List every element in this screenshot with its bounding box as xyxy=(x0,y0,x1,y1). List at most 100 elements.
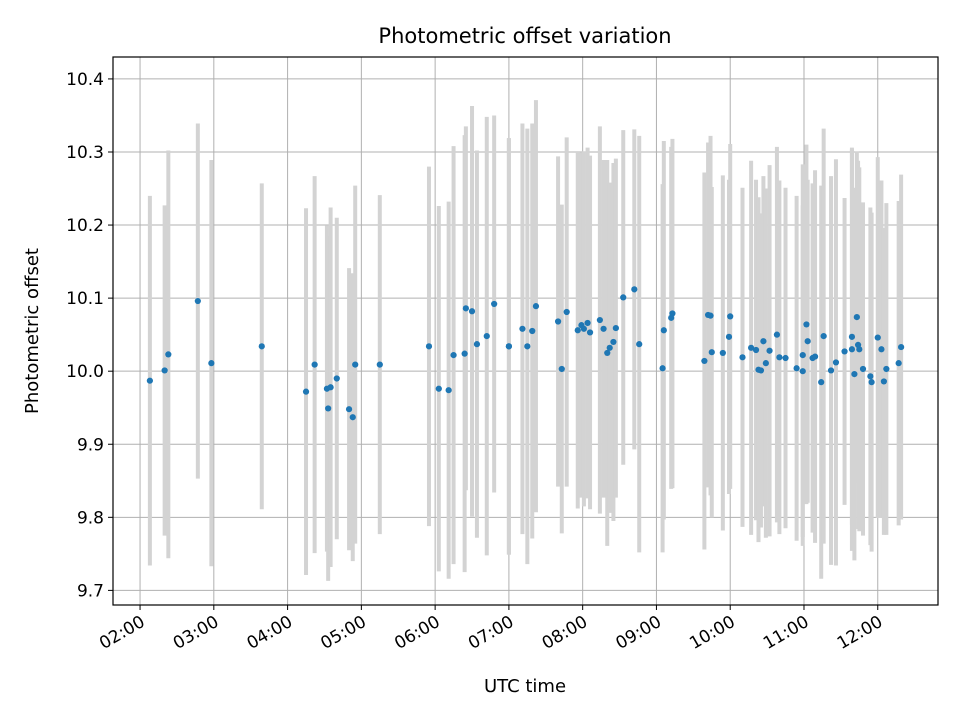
data-point xyxy=(165,351,172,358)
data-point xyxy=(333,375,340,382)
data-point xyxy=(818,379,825,386)
data-point xyxy=(425,343,433,350)
data-point xyxy=(610,338,617,346)
y-axis-label: Photometric offset xyxy=(22,248,43,414)
data-point xyxy=(898,343,905,351)
data-point xyxy=(895,360,902,367)
data-point xyxy=(757,367,765,374)
data-point xyxy=(462,305,469,312)
data-point xyxy=(820,333,827,340)
data-point xyxy=(631,286,638,293)
x-axis-label: UTC time xyxy=(484,676,566,697)
y-tick-label: 9.9 xyxy=(77,435,104,455)
data-point xyxy=(832,359,840,366)
data-point xyxy=(660,327,667,334)
data-point xyxy=(620,294,627,301)
data-point xyxy=(468,308,476,315)
data-point xyxy=(867,373,874,380)
data-point xyxy=(473,341,481,348)
data-point xyxy=(841,348,848,355)
data-point xyxy=(563,308,570,316)
data-point xyxy=(725,333,733,340)
data-point xyxy=(584,319,591,327)
y-tick-label: 10.0 xyxy=(66,362,104,382)
data-point xyxy=(352,361,359,368)
data-point xyxy=(659,365,666,372)
data-point xyxy=(793,365,800,372)
y-tick-label: 10.1 xyxy=(66,289,104,309)
data-point xyxy=(612,324,619,332)
data-point xyxy=(848,346,856,353)
data-point xyxy=(804,338,811,345)
data-point xyxy=(302,388,310,395)
data-point xyxy=(586,329,594,336)
data-point xyxy=(532,303,540,310)
data-point xyxy=(345,406,353,413)
data-point xyxy=(776,354,783,361)
data-point xyxy=(208,360,215,367)
data-point xyxy=(524,343,531,350)
data-point xyxy=(146,377,153,384)
data-point xyxy=(878,346,885,353)
data-point xyxy=(701,357,708,365)
data-point xyxy=(311,361,318,368)
y-tick-label: 10.2 xyxy=(66,216,104,236)
data-point xyxy=(580,325,588,332)
y-tick-label: 9.8 xyxy=(77,508,104,528)
data-point xyxy=(558,365,565,373)
data-point xyxy=(766,347,773,354)
data-point xyxy=(739,354,746,361)
data-point xyxy=(782,354,789,362)
chart-title: Photometric offset variation xyxy=(378,24,671,48)
data-point xyxy=(194,297,201,305)
data-point xyxy=(600,325,607,332)
data-point xyxy=(727,313,734,320)
data-point xyxy=(799,352,806,359)
data-point xyxy=(880,378,888,385)
data-point xyxy=(760,338,767,345)
data-point xyxy=(491,300,498,308)
data-point xyxy=(450,352,457,359)
data-point xyxy=(606,344,613,351)
data-point xyxy=(636,341,643,348)
data-point xyxy=(483,333,490,340)
data-point xyxy=(883,365,890,373)
data-point xyxy=(868,379,875,386)
data-point xyxy=(719,349,726,357)
data-point xyxy=(874,334,881,341)
data-point xyxy=(574,327,581,334)
data-point xyxy=(752,346,760,354)
data-point xyxy=(827,367,835,374)
data-point xyxy=(461,350,468,357)
data-point xyxy=(505,343,513,350)
y-axis-ticks: 9.7 9.8 9.9 10.0 10.1 10.2 10.3 10.4 xyxy=(66,70,113,601)
data-point xyxy=(851,371,858,378)
data-point xyxy=(376,361,383,368)
data-point xyxy=(445,387,452,394)
data-point xyxy=(853,314,860,321)
data-points xyxy=(146,286,905,421)
data-point xyxy=(258,343,265,350)
data-point xyxy=(161,367,168,374)
data-point xyxy=(773,331,781,338)
data-point xyxy=(848,333,856,340)
data-point xyxy=(762,360,769,367)
data-point xyxy=(519,325,526,332)
y-tick-label: 10.3 xyxy=(66,143,104,163)
y-tick-label: 10.4 xyxy=(66,70,104,90)
data-point xyxy=(803,321,810,328)
data-point xyxy=(349,414,356,421)
data-point xyxy=(435,385,442,392)
data-point xyxy=(811,353,819,360)
data-point xyxy=(327,384,334,391)
data-point xyxy=(799,368,806,375)
data-point xyxy=(748,344,755,351)
data-point xyxy=(708,349,715,356)
data-point xyxy=(707,312,714,319)
data-point xyxy=(859,365,867,373)
data-point xyxy=(554,318,562,325)
plot-frame xyxy=(112,56,939,606)
data-point xyxy=(856,346,863,353)
